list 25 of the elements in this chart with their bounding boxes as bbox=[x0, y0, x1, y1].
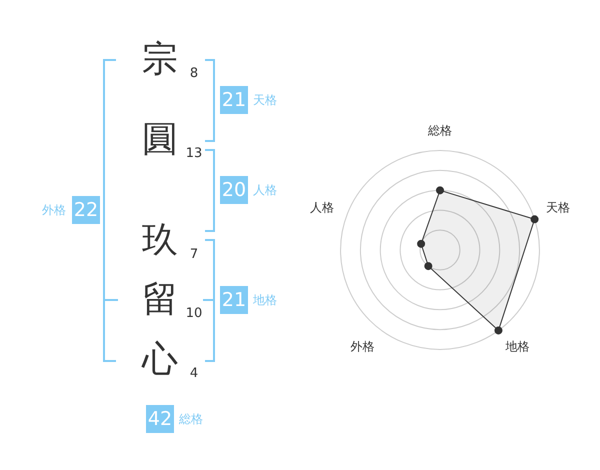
data-label: 20 bbox=[220, 176, 248, 204]
data-label: 22 bbox=[72, 196, 100, 224]
category-label: 圓 bbox=[142, 119, 178, 160]
data-label: 13 bbox=[186, 146, 202, 161]
spoke-label: 外格 bbox=[350, 339, 374, 354]
data-label: 21 bbox=[220, 86, 248, 114]
category-label: 総格 bbox=[179, 412, 203, 426]
category-label: 留 bbox=[142, 279, 178, 320]
data-label: 7 bbox=[190, 247, 198, 262]
category-label: 宗 bbox=[142, 39, 178, 80]
category-label: 外格 bbox=[42, 203, 66, 217]
data-label: 10 bbox=[186, 306, 202, 321]
spoke-label: 総格 bbox=[427, 123, 452, 138]
category-label: 地格 bbox=[253, 293, 277, 307]
data-label: 42 bbox=[146, 405, 174, 433]
data-label: 8 bbox=[190, 66, 198, 81]
category-label: 玖 bbox=[142, 220, 178, 261]
spoke-label: 地格 bbox=[504, 339, 530, 354]
category-label: 心 bbox=[142, 339, 178, 380]
data-label: 21 bbox=[220, 286, 248, 314]
spoke-label: 人格 bbox=[310, 200, 334, 214]
spoke-label: 天格 bbox=[546, 200, 570, 214]
data-label: 4 bbox=[190, 366, 198, 381]
category-label: 人格 bbox=[253, 183, 277, 197]
category-label: 天格 bbox=[253, 93, 277, 107]
